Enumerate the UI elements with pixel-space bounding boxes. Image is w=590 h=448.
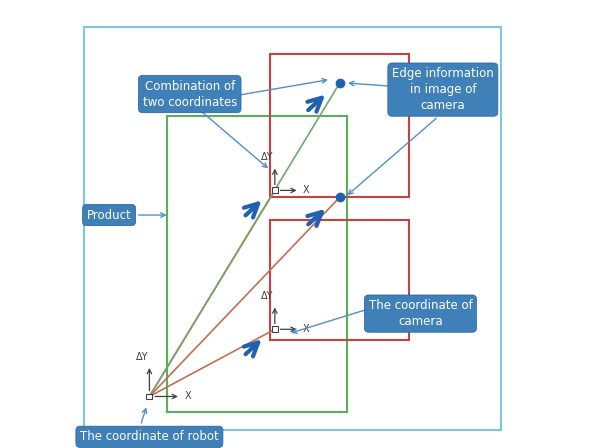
Bar [272,187,278,193]
Text: ΔY: ΔY [261,291,274,301]
Text: Edge information
in image of
camera: Edge information in image of camera [392,67,494,112]
Text: The coordinate of robot: The coordinate of robot [80,430,219,444]
Text: Product: Product [87,208,132,222]
Bar [146,394,152,400]
Text: ΔY: ΔY [261,152,274,162]
Bar [270,220,409,340]
Text: The coordinate of
camera: The coordinate of camera [369,299,473,328]
Bar [272,326,278,332]
Bar [168,116,346,412]
Text: X: X [303,324,310,334]
Text: X: X [303,185,310,195]
Bar [270,54,409,197]
Text: ΔY: ΔY [136,352,148,362]
Text: Combination of
two coordinates: Combination of two coordinates [143,80,237,108]
Text: X: X [184,392,191,401]
